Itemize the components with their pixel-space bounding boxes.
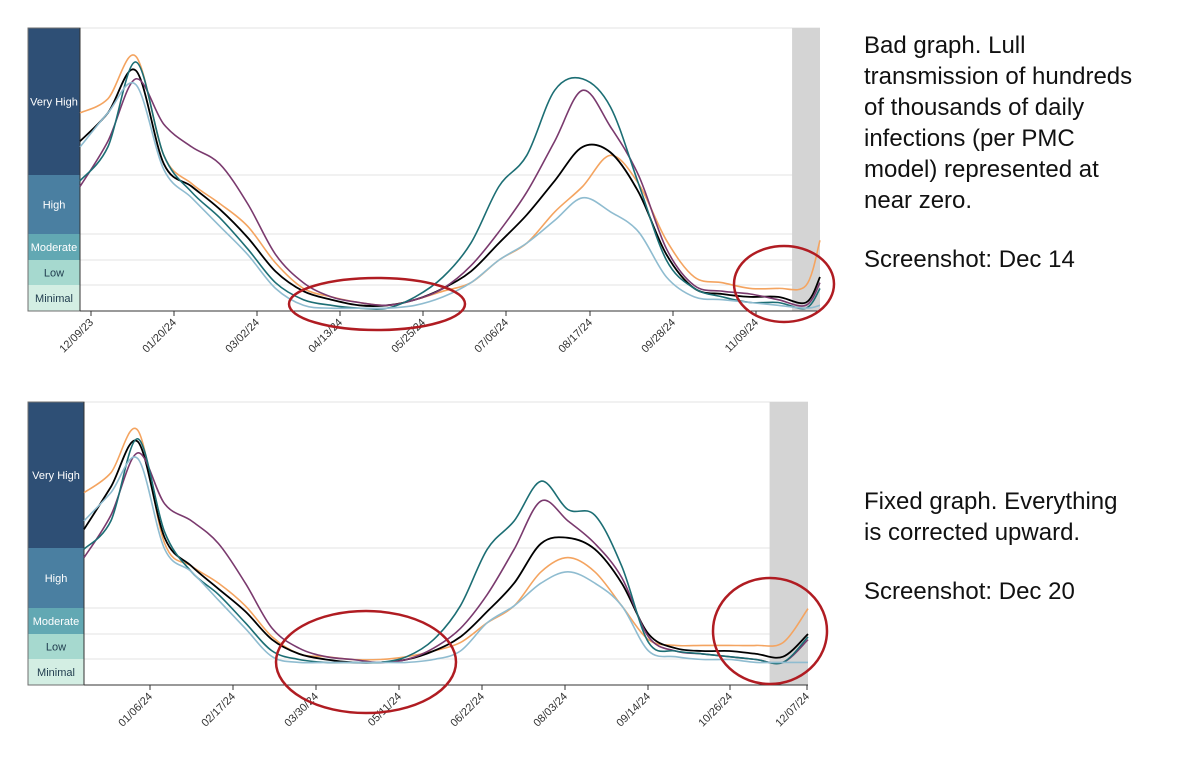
series-line-5 xyxy=(79,81,821,310)
level-label: Low xyxy=(44,268,64,280)
highlight-circle xyxy=(274,609,458,715)
series-line-4 xyxy=(79,61,821,310)
highlight-circle xyxy=(711,576,829,686)
x-tick-label: 10/26/24 xyxy=(696,691,735,730)
x-tick-label: 08/03/24 xyxy=(531,691,570,730)
x-tick-label: 07/06/24 xyxy=(472,317,511,356)
highlight-circle xyxy=(732,244,836,324)
series-line-3 xyxy=(79,78,821,307)
level-label: Moderate xyxy=(33,616,79,628)
x-tick-label: 05/25/24 xyxy=(389,317,428,356)
level-band-low xyxy=(28,634,84,659)
level-band-very-high xyxy=(28,402,84,548)
annotation-screenshot-date: Screenshot: Dec 14 xyxy=(864,246,1075,273)
annotation-text: Fixed graph. Everything is corrected upw… xyxy=(864,488,1118,546)
level-label: High xyxy=(45,573,68,585)
level-band-very-high xyxy=(28,28,80,175)
level-label: Minimal xyxy=(35,293,73,305)
x-tick-label: 12/09/23 xyxy=(57,317,96,356)
x-tick-label: 08/17/24 xyxy=(556,317,595,356)
level-band-minimal xyxy=(28,659,84,685)
level-band-low xyxy=(28,260,80,285)
series-line-2 xyxy=(83,439,809,664)
series-line-4 xyxy=(83,437,809,665)
x-tick-label: 03/02/24 xyxy=(223,317,262,356)
level-label: Moderate xyxy=(31,242,77,254)
annotation-fixed-graph: Fixed graph. Everything is corrected upw… xyxy=(864,486,1194,607)
x-tick-label: 09/28/24 xyxy=(639,317,678,356)
level-band-high xyxy=(28,548,84,608)
annotation-text: Bad graph. Lull transmission of hundreds… xyxy=(864,32,1133,214)
x-tick-label: 02/17/24 xyxy=(199,691,238,730)
x-tick-label: 12/07/24 xyxy=(773,691,812,730)
level-label: High xyxy=(43,200,66,212)
chart-dec-20: Minimal Low Moderate High Very High 01/06/24 0… xyxy=(27,401,829,730)
annotation-bad-graph: Bad graph. Lull transmission of hundreds… xyxy=(864,30,1194,275)
level-label: Very High xyxy=(32,470,80,482)
shaded-region xyxy=(792,28,820,311)
series-line-5 xyxy=(83,456,808,664)
series-line-1 xyxy=(79,54,821,307)
level-band-high xyxy=(28,175,80,234)
level-band-minimal xyxy=(28,285,80,311)
x-tick-label: 01/06/24 xyxy=(116,691,155,730)
level-band-moderate xyxy=(28,234,80,260)
x-tick-label: 11/09/24 xyxy=(723,317,761,355)
x-tick-label: 01/20/24 xyxy=(140,317,179,356)
annotation-screenshot-date: Screenshot: Dec 20 xyxy=(864,578,1075,605)
level-label: Minimal xyxy=(37,667,75,679)
x-tick-label: 09/14/24 xyxy=(614,691,653,730)
level-band-moderate xyxy=(28,608,84,634)
series-line-3 xyxy=(83,452,809,665)
highlight-circle xyxy=(287,276,467,332)
x-tick-label: 06/22/24 xyxy=(448,691,487,730)
chart-dec-14: Minimal Low Moderate High Very High 12/09/23 0… xyxy=(27,27,836,356)
level-label: Very High xyxy=(30,97,78,109)
level-label: Low xyxy=(46,642,66,654)
